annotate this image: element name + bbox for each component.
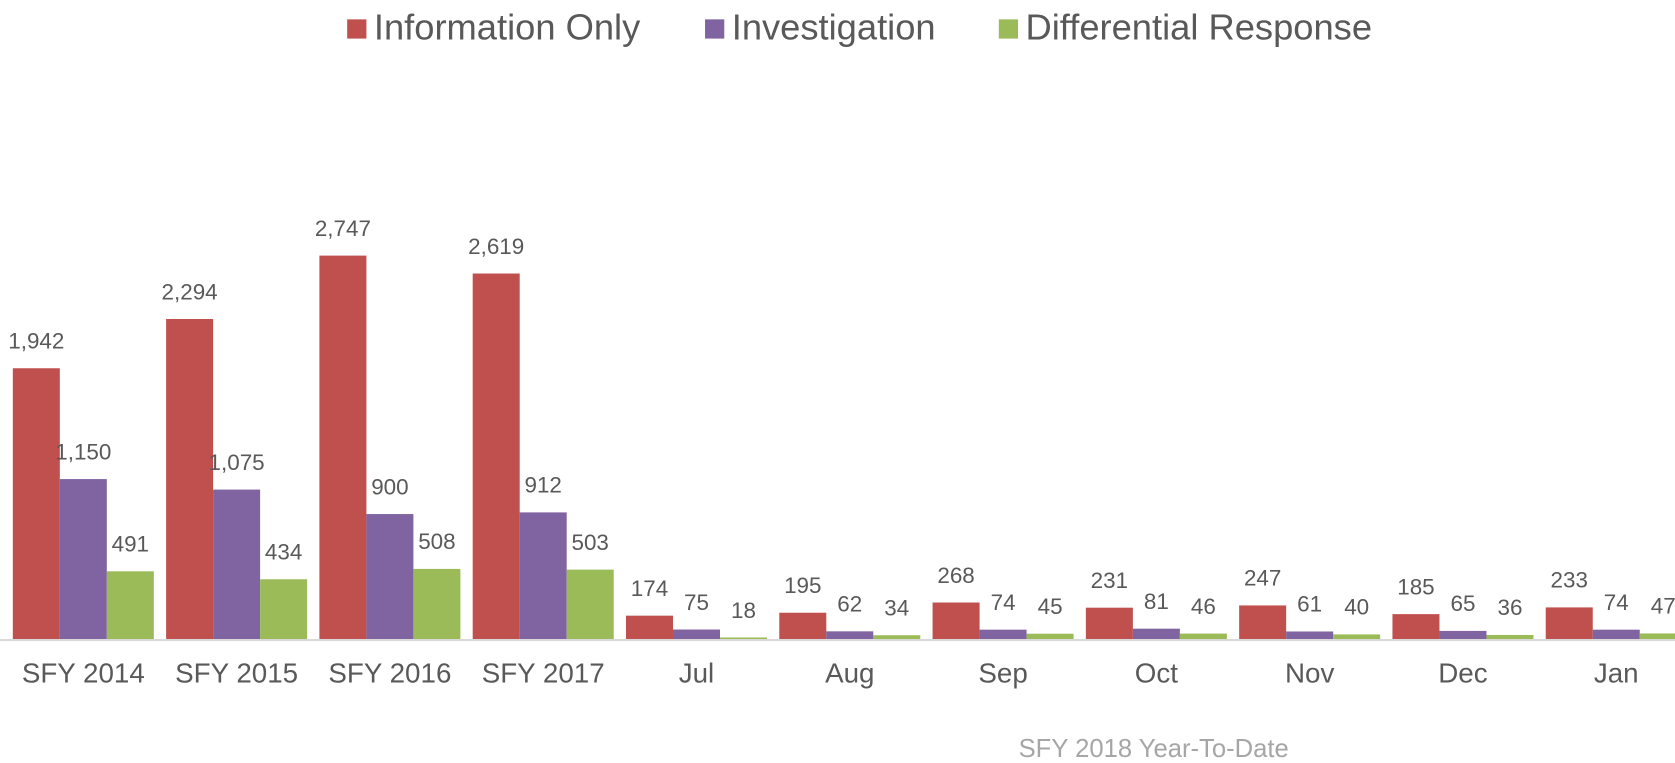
bar xyxy=(826,631,874,641)
bar xyxy=(1333,634,1381,641)
value-label: 74 xyxy=(991,590,1016,615)
x-tick-label: SFY 2014 xyxy=(22,658,145,689)
value-label: 46 xyxy=(1191,594,1216,619)
value-label: 503 xyxy=(571,530,608,555)
value-label: 2,747 xyxy=(315,216,371,241)
value-label: 47 xyxy=(1651,594,1675,619)
bar xyxy=(260,579,308,641)
bar xyxy=(672,629,720,641)
bar xyxy=(106,571,154,641)
bar xyxy=(566,569,614,641)
bar xyxy=(166,318,214,641)
value-label: 81 xyxy=(1144,589,1169,614)
bar xyxy=(1639,633,1675,641)
value-label: 34 xyxy=(884,596,909,621)
x-tick-label: SFY 2017 xyxy=(482,658,605,689)
value-label: 195 xyxy=(784,573,821,598)
x-tick-label: Jan xyxy=(1594,658,1639,689)
bar xyxy=(519,512,567,641)
x-tick-label: SFY 2016 xyxy=(328,658,451,689)
bar xyxy=(319,255,367,641)
bar xyxy=(213,489,261,641)
x-tick-label: Aug xyxy=(825,658,874,689)
value-label: 18 xyxy=(731,598,756,623)
legend-label: Investigation xyxy=(732,7,936,48)
value-label: 268 xyxy=(937,563,974,588)
legend-swatch xyxy=(705,19,725,39)
bar xyxy=(366,514,414,641)
value-label: 174 xyxy=(631,576,668,601)
value-label: 491 xyxy=(112,532,149,557)
value-label: 1,075 xyxy=(209,450,265,475)
value-label: 1,942 xyxy=(8,329,64,354)
x-tick-label: Jul xyxy=(679,658,715,689)
value-label: 61 xyxy=(1297,592,1322,617)
value-label: 233 xyxy=(1551,568,1588,593)
value-label: 2,294 xyxy=(162,279,218,304)
value-label: 247 xyxy=(1244,566,1281,591)
legend-label: Differential Response xyxy=(1026,7,1373,48)
x-tick-label: Dec xyxy=(1438,658,1487,689)
bar xyxy=(1486,634,1534,641)
x-tick-label: Oct xyxy=(1135,658,1178,689)
value-label: 75 xyxy=(684,590,709,615)
bar xyxy=(472,273,520,641)
legend-swatch xyxy=(347,19,367,39)
bar xyxy=(1239,605,1287,641)
bar xyxy=(932,602,980,641)
bar xyxy=(979,629,1027,641)
value-label: 900 xyxy=(371,474,408,499)
bar xyxy=(413,568,461,641)
value-label: 36 xyxy=(1497,595,1522,620)
bar xyxy=(1026,633,1074,641)
bar xyxy=(1392,614,1440,641)
legend-swatch xyxy=(998,19,1019,39)
bar xyxy=(625,615,673,641)
bar xyxy=(1439,630,1487,641)
bar xyxy=(1592,629,1640,641)
value-label: 2,619 xyxy=(468,234,524,259)
x-tick-label: Nov xyxy=(1285,658,1334,689)
bar xyxy=(1545,607,1593,641)
group-annotation: SFY 2018 Year-To-Date xyxy=(1019,735,1289,763)
bar xyxy=(1286,631,1334,641)
value-label: 45 xyxy=(1038,594,1063,619)
x-tick-label: Sep xyxy=(978,658,1027,689)
bar xyxy=(779,612,827,641)
bar xyxy=(719,637,767,641)
bar xyxy=(59,479,107,641)
value-label: 74 xyxy=(1604,590,1629,615)
bar xyxy=(1132,628,1180,641)
value-label: 231 xyxy=(1091,568,1128,593)
value-label: 434 xyxy=(265,540,302,565)
bar xyxy=(1085,607,1133,641)
value-label: 40 xyxy=(1344,595,1369,620)
value-label: 185 xyxy=(1397,574,1434,599)
value-label: 508 xyxy=(418,529,455,554)
bar xyxy=(873,635,921,641)
x-tick-label: SFY 2015 xyxy=(175,658,298,689)
bar xyxy=(12,368,60,641)
value-label: 1,150 xyxy=(55,439,111,464)
legend-label: Information Only xyxy=(374,7,641,48)
bar xyxy=(1179,633,1227,641)
value-label: 65 xyxy=(1450,591,1475,616)
value-label: 62 xyxy=(837,592,862,617)
value-label: 912 xyxy=(524,473,561,498)
